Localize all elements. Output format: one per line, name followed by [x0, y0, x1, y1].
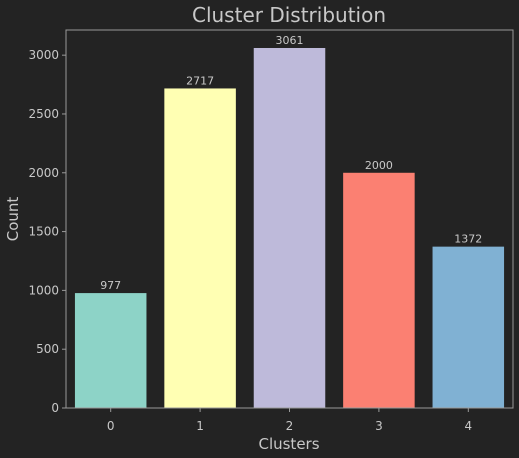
bar-cluster-4: [432, 246, 505, 408]
bar-value-label: 2717: [186, 74, 214, 87]
y-tick-label: 1000: [28, 283, 59, 297]
y-axis-ticks: 0 500 1000 1500 2000 2500 3000: [28, 48, 66, 415]
plot-frame: [65, 29, 514, 409]
bar-cluster-2: [253, 47, 326, 409]
bar-data-labels: 977 2717 3061 2000 1372: [100, 34, 482, 292]
y-tick-label: 3000: [28, 48, 59, 62]
x-tick-label: 3: [375, 419, 383, 433]
x-tick-label: 2: [286, 419, 294, 433]
x-tick-label: 0: [107, 419, 115, 433]
bar-cluster-1: [164, 88, 236, 408]
bar-value-label: 977: [100, 279, 121, 292]
chart-title: Cluster Distribution: [192, 3, 386, 27]
bar-value-label: 2000: [365, 159, 393, 172]
y-tick-label: 2500: [28, 107, 59, 121]
bar-cluster-0: [74, 293, 147, 408]
y-axis-label: Count: [4, 197, 22, 242]
bar-value-label: 1372: [454, 233, 482, 246]
y-tick-label: 2000: [28, 166, 59, 180]
y-tick-label: 0: [51, 401, 59, 415]
x-axis-ticks: 0 1 2 3 4: [107, 408, 472, 433]
x-tick-label: 1: [196, 419, 204, 433]
bar-value-label: 3061: [276, 34, 304, 47]
x-axis-label: Clusters: [258, 435, 319, 453]
bars: [74, 47, 505, 409]
x-tick-label: 4: [464, 419, 472, 433]
bar-cluster-3: [343, 172, 415, 408]
y-tick-label: 1500: [28, 225, 59, 239]
y-tick-label: 500: [36, 342, 59, 356]
